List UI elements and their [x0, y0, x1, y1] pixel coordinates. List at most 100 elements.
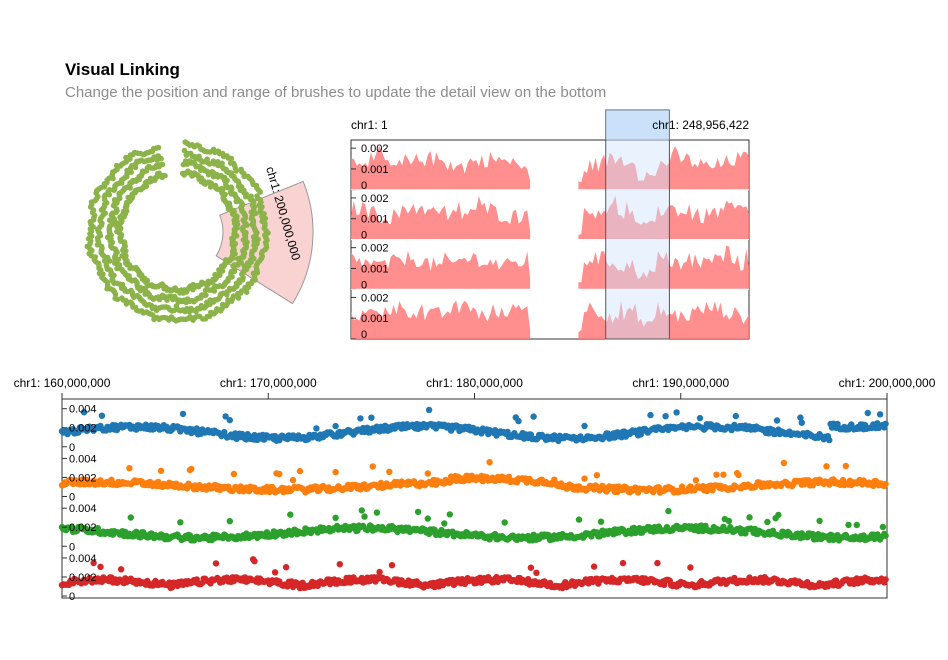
circular-point [181, 147, 188, 154]
detail-point [179, 410, 187, 418]
detail-point [424, 515, 431, 522]
overview-y-tick-label: 0 [361, 230, 367, 242]
detail-point [282, 564, 290, 571]
detail-point [296, 467, 304, 475]
detail-point [798, 419, 805, 426]
detail-point [764, 518, 771, 526]
detail-point [581, 422, 588, 430]
overview-brush [605, 109, 670, 340]
detail-point [575, 516, 583, 523]
overview-y-tick-label: 0.002 [361, 243, 389, 255]
detail-point [369, 463, 376, 470]
detail-point [80, 409, 88, 416]
circular-point [242, 193, 249, 200]
detail-point [673, 409, 680, 416]
overview-y-tick-label: 0 [361, 279, 367, 291]
detail-point [746, 514, 753, 521]
detail-point [773, 417, 781, 424]
circular-point [102, 210, 108, 216]
detail-point [446, 511, 453, 518]
circular-point [155, 144, 162, 151]
detail-point [720, 471, 727, 478]
detail-point [94, 525, 102, 532]
circular-point [159, 161, 166, 168]
circular-point [159, 292, 166, 299]
detail-x-tick-label: chr1: 200,000,000 [839, 376, 936, 390]
overview-axis-start-label: chr1: 1 [351, 118, 388, 132]
circular-point [128, 169, 134, 175]
detail-point [486, 459, 493, 466]
detail-point [780, 459, 788, 467]
detail-point [882, 576, 889, 583]
detail-point [882, 420, 889, 427]
detail-point [424, 470, 431, 477]
detail-point [368, 414, 375, 421]
detail-point [441, 520, 448, 527]
detail-point [388, 562, 396, 569]
detail-x-tick-label: chr1: 190,000,000 [632, 376, 729, 390]
detail-point [376, 568, 383, 576]
circular-point [242, 284, 248, 291]
overview-area-track [351, 300, 749, 339]
circular-point [205, 171, 212, 178]
detail-point [188, 465, 195, 473]
detail-point [581, 475, 588, 482]
overview-y-tick-label: 0 [361, 329, 367, 341]
detail-point [826, 436, 833, 444]
overview-area-track [351, 195, 749, 240]
detail-y-tick-label: 0 [69, 442, 75, 454]
circular-point [257, 189, 264, 195]
detail-point [842, 462, 849, 470]
detail-point [775, 511, 782, 519]
detail-point [287, 511, 294, 518]
overview-y-tick-label: 0.001 [361, 313, 389, 325]
detail-y-tick-label: 0.004 [69, 503, 97, 515]
overview-area-chart: 0.0020.00100.0020.00100.0020.00100.0020.… [350, 109, 750, 341]
detail-point [696, 414, 704, 422]
circular-point [202, 287, 209, 294]
circular-point [112, 260, 118, 266]
detail-point [98, 412, 106, 419]
detail-point [823, 463, 830, 470]
detail-point [797, 414, 804, 421]
page-title: Visual Linking [65, 60, 180, 79]
overview-area-track [351, 245, 749, 290]
page-subtitle: Change the position and range of brushes… [65, 84, 607, 101]
detail-point [882, 532, 889, 539]
detail-point [839, 476, 847, 484]
detail-point [358, 507, 365, 514]
detail-point [332, 422, 339, 430]
circular-point [233, 198, 240, 205]
circular-point [253, 210, 259, 217]
circular-point [173, 303, 180, 309]
detail-point [853, 521, 860, 529]
detail-point [90, 559, 97, 567]
detail-point [687, 564, 694, 571]
detail-point [425, 406, 433, 414]
detail-x-tick-label: chr1: 170,000,000 [220, 376, 317, 390]
circular-track-view[interactable]: chr1: 200,000,000 [84, 139, 314, 324]
circular-point [123, 159, 129, 165]
detail-point [882, 480, 889, 488]
detail-point [361, 513, 368, 520]
detail-point [725, 517, 733, 525]
detail-point [226, 416, 233, 424]
circular-point [250, 234, 257, 240]
detail-point [515, 417, 522, 425]
detail-point [251, 558, 258, 565]
circular-point [158, 155, 164, 162]
circular-point [162, 172, 168, 179]
detail-point [665, 507, 672, 515]
detail-y-tick-label: 0.002 [69, 572, 97, 584]
detail-point [177, 519, 184, 526]
detail-point [212, 560, 220, 567]
detail-point [221, 428, 228, 436]
overview-y-tick-label: 0.002 [361, 292, 389, 304]
detail-point [647, 411, 654, 419]
overview-y-tick-label: 0.001 [361, 164, 389, 176]
circular-point [119, 295, 125, 301]
overview-y-tick-label: 0.002 [361, 143, 389, 155]
detail-point [713, 471, 720, 478]
detail-y-tick-label: 0.002 [69, 522, 97, 534]
detail-point [357, 415, 364, 422]
